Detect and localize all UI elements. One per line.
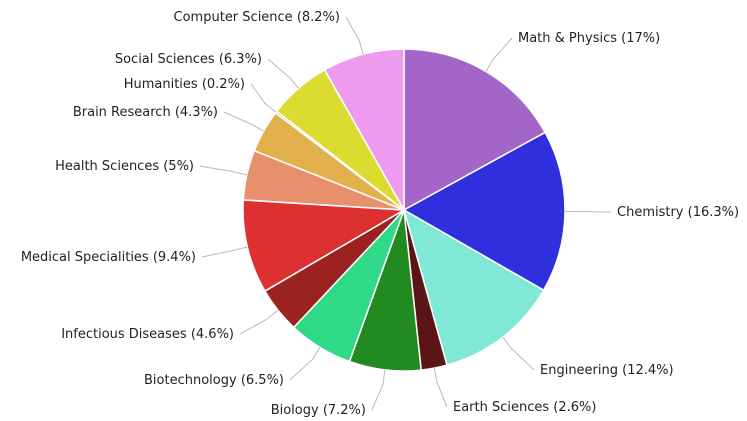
slice-label-0: Math & Physics (17%) — [518, 31, 660, 46]
pie-slice-2[interactable] — [403, 209, 545, 366]
pie-slice-12[interactable] — [323, 48, 405, 211]
slice-label-9: Brain Research (4.3%) — [73, 105, 218, 120]
slice-label-10: Humanities (0.2%) — [124, 77, 245, 92]
connector-line-3 — [433, 368, 448, 408]
pie-slice-0[interactable] — [403, 48, 546, 211]
slice-label-5: Biotechnology (6.5%) — [144, 373, 284, 388]
connector-line-5 — [289, 347, 321, 381]
slice-label-11: Social Sciences (6.3%) — [115, 52, 262, 67]
connector-line-4 — [371, 369, 386, 411]
connector-line-12 — [345, 16, 364, 55]
slice-label-6: Infectious Diseases (4.6%) — [61, 327, 234, 342]
label-connectors — [199, 16, 612, 411]
pie-slice-7[interactable] — [242, 199, 405, 292]
pie-slices — [242, 48, 566, 372]
connector-line-2 — [502, 336, 535, 371]
slice-label-4: Biology (7.2%) — [271, 403, 366, 418]
connector-line-10 — [250, 83, 277, 113]
pie-slice-1[interactable] — [403, 131, 566, 291]
connector-line-9 — [223, 111, 264, 132]
slice-label-3: Earth Sciences (2.6%) — [453, 400, 596, 415]
slice-label-2: Engineering (12.4%) — [540, 363, 674, 378]
connector-line-0 — [485, 37, 513, 72]
connector-line-1 — [564, 211, 612, 213]
slice-label-12: Computer Science (8.2%) — [174, 10, 340, 25]
slice-label-7: Medical Specialities (9.4%) — [21, 250, 196, 265]
slice-label-1: Chemistry (16.3%) — [617, 205, 739, 220]
connector-line-11 — [267, 58, 300, 89]
slice-label-8: Health Sciences (5%) — [55, 159, 194, 174]
connector-line-6 — [239, 309, 279, 335]
slice-labels: Math & Physics (17%) Chemistry (16.3%) Eng… — [21, 10, 739, 418]
connector-line-7 — [201, 246, 248, 258]
connector-line-8 — [199, 165, 248, 176]
